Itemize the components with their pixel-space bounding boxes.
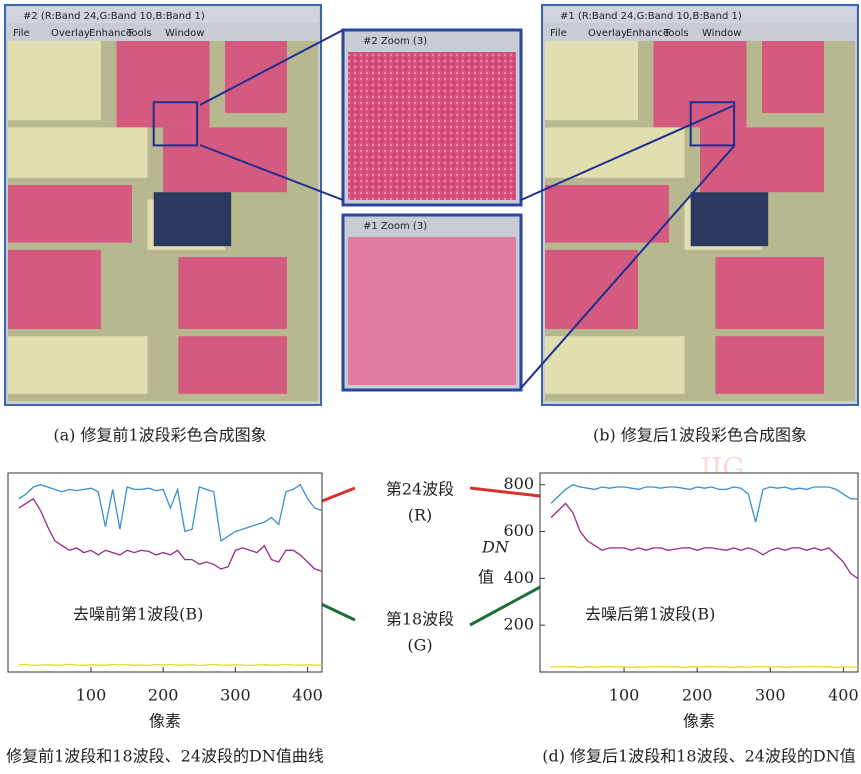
- x-axis-label: 像素: [683, 712, 715, 731]
- field: [8, 185, 132, 243]
- x-tick-label: 400: [828, 686, 859, 705]
- field: [700, 127, 824, 192]
- x-tick-label: 200: [148, 686, 179, 705]
- field: [117, 41, 210, 127]
- band-label: (R): [408, 506, 433, 525]
- menu-item: Enhance: [626, 28, 669, 39]
- window-title: #1 (R:Band 24,G:Band 10,B:Band 1): [560, 11, 742, 22]
- field: [545, 41, 638, 120]
- field: [716, 336, 825, 394]
- field: [8, 250, 101, 329]
- x-tick-label: 200: [682, 686, 713, 705]
- figure: #2 (R:Band 24,G:Band 10,B:Band 1) File Ove…: [0, 0, 861, 774]
- ponds: [691, 192, 769, 246]
- annotation: 去噪前第1波段(B): [73, 605, 203, 624]
- menu-item: Tools: [126, 28, 152, 39]
- menu-item: File: [550, 28, 567, 39]
- y-tick-label: 400: [503, 568, 534, 587]
- zoom-title: #1 Zoom (3): [363, 221, 427, 232]
- menu-item: Overlay: [588, 28, 627, 39]
- menu-item: Tools: [663, 28, 689, 39]
- x-tick-label: 300: [755, 686, 786, 705]
- field: [225, 41, 287, 113]
- x-tick-label: 300: [220, 686, 251, 705]
- field: [163, 127, 287, 192]
- annotation: 去噪后第1波段(B): [585, 605, 715, 624]
- field: [8, 336, 148, 394]
- menu-item: Window: [702, 28, 741, 39]
- x-tick-label: 100: [609, 686, 640, 705]
- ponds: [154, 192, 232, 246]
- caption: (a) 修复前1波段彩色合成图象: [53, 426, 266, 445]
- menu-item: Window: [165, 28, 204, 39]
- x-tick-label: 100: [76, 686, 107, 705]
- caption: 修复前1波段和18波段、24波段的DN值曲线: [6, 747, 324, 766]
- field: [8, 127, 148, 177]
- field: [762, 41, 824, 113]
- field: [179, 257, 288, 329]
- y-axis-label: 值: [478, 568, 494, 587]
- field: [545, 127, 685, 177]
- y-axis-label: DN: [481, 538, 510, 557]
- plot-area: [540, 473, 858, 672]
- band-label: 第18波段: [386, 610, 454, 629]
- field: [545, 185, 669, 243]
- x-axis-label: 像素: [149, 712, 181, 731]
- field: [716, 257, 825, 329]
- zoom-image: [348, 237, 516, 385]
- field: [545, 250, 638, 329]
- field: [179, 336, 288, 394]
- band-label: 第24波段: [386, 480, 454, 499]
- caption: (d) 修复后1波段和18波段、24波段的DN值: [542, 747, 856, 766]
- menu-item: Enhance: [89, 28, 132, 39]
- menu-item: File: [13, 28, 30, 39]
- menu-item: Overlay: [51, 28, 90, 39]
- field: [654, 41, 747, 127]
- field: [8, 41, 101, 120]
- y-tick-label: 200: [503, 615, 534, 634]
- band-label: (G): [407, 636, 432, 655]
- zoom-title: #2 Zoom (3): [363, 36, 427, 47]
- field: [545, 336, 685, 394]
- y-tick-label: 800: [503, 474, 534, 493]
- zoom-image: [348, 52, 516, 200]
- plot-area: [8, 473, 322, 672]
- x-tick-label: 400: [292, 686, 323, 705]
- caption: (b) 修复后1波段彩色合成图象: [593, 426, 807, 445]
- series-line: [551, 667, 858, 668]
- window-title: #2 (R:Band 24,G:Band 10,B:Band 1): [23, 11, 205, 22]
